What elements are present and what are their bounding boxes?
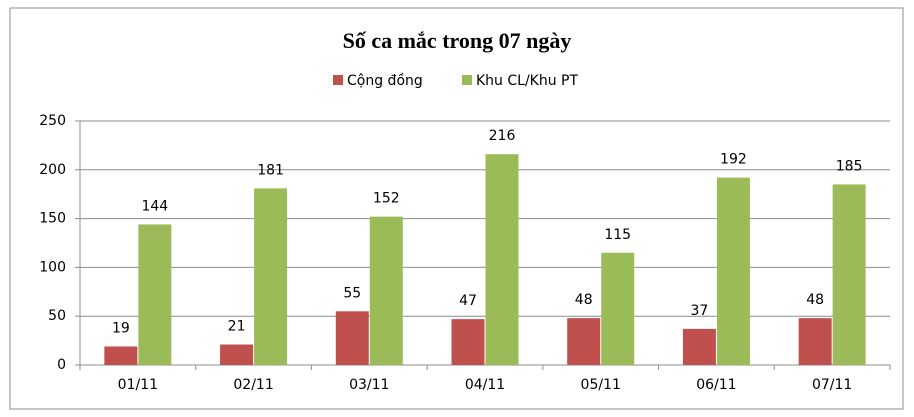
bar bbox=[369, 216, 403, 365]
legend-swatch bbox=[333, 75, 343, 85]
data-label: 48 bbox=[575, 292, 593, 308]
y-tick-label: 150 bbox=[39, 211, 66, 227]
data-label: 152 bbox=[373, 191, 400, 207]
data-label: 115 bbox=[604, 227, 631, 243]
legend-label: Cộng đồng bbox=[347, 72, 423, 89]
x-tick-label: 01/11 bbox=[118, 377, 158, 393]
y-tick-label: 50 bbox=[48, 308, 66, 324]
data-label: 19 bbox=[112, 320, 130, 336]
y-tick-label: 200 bbox=[39, 162, 66, 178]
bar bbox=[104, 346, 138, 365]
data-label: 181 bbox=[257, 162, 284, 178]
data-label: 185 bbox=[836, 158, 863, 174]
data-label: 47 bbox=[459, 293, 477, 309]
y-tick-label: 0 bbox=[57, 357, 66, 373]
bar bbox=[716, 177, 750, 365]
data-label: 48 bbox=[806, 292, 824, 308]
bar bbox=[798, 318, 832, 365]
x-tick-label: 06/11 bbox=[696, 377, 736, 393]
x-tick-label: 02/11 bbox=[233, 377, 273, 393]
bar bbox=[220, 344, 254, 365]
bar bbox=[567, 318, 601, 365]
x-tick-label: 07/11 bbox=[812, 377, 852, 393]
bar bbox=[138, 224, 172, 365]
data-label: 216 bbox=[489, 128, 516, 144]
bar bbox=[254, 188, 288, 365]
bar bbox=[451, 319, 485, 365]
chart-title: Số ca mắc trong 07 ngày bbox=[343, 28, 572, 53]
data-label: 144 bbox=[141, 198, 168, 214]
bar bbox=[485, 154, 519, 365]
y-tick-label: 250 bbox=[39, 113, 66, 129]
data-label: 55 bbox=[343, 285, 361, 301]
x-tick-label: 05/11 bbox=[581, 377, 621, 393]
x-tick-label: 03/11 bbox=[349, 377, 389, 393]
bar bbox=[682, 328, 716, 365]
data-label: 192 bbox=[720, 152, 747, 168]
legend-swatch bbox=[462, 75, 472, 85]
bar bbox=[832, 184, 866, 365]
data-label: 21 bbox=[228, 319, 246, 335]
data-label: 37 bbox=[691, 303, 709, 319]
legend-label: Khu CL/Khu PT bbox=[476, 73, 578, 89]
bar bbox=[601, 252, 635, 365]
x-tick-label: 04/11 bbox=[465, 377, 505, 393]
y-tick-label: 100 bbox=[39, 259, 66, 275]
bar bbox=[335, 311, 369, 365]
